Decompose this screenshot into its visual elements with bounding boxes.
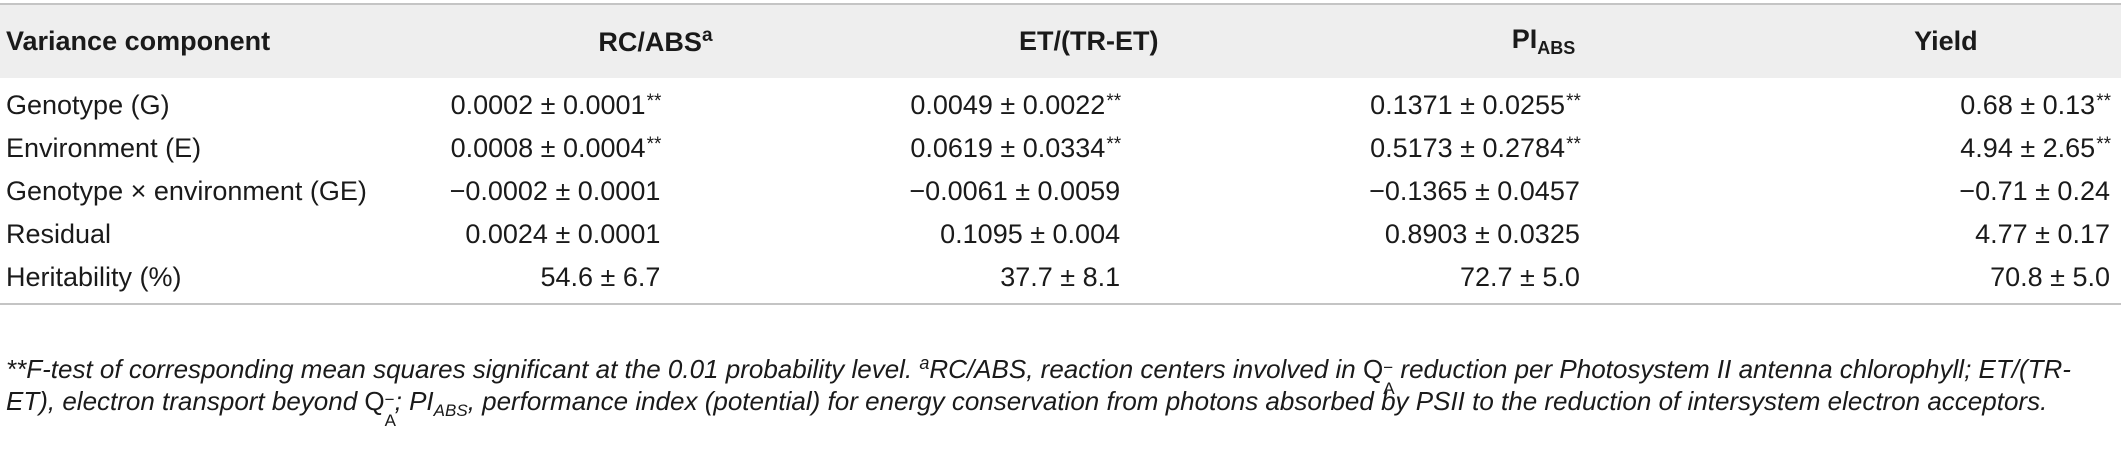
- cell-value: 0.0002 ± 0.0001: [450, 90, 646, 120]
- cell-value: 0.0008 ± 0.0004: [450, 133, 646, 163]
- significance-mark: **: [1106, 134, 1122, 155]
- header-label: Variance component: [6, 26, 271, 56]
- cell-et-tr-et: 37.7 ± 8.1: [861, 256, 1317, 305]
- q-letter: Q: [364, 386, 385, 416]
- header-subscript: ABS: [1537, 38, 1576, 58]
- cell-value: 54.6 ± 6.7: [540, 262, 661, 292]
- q-superscript: −: [384, 390, 395, 409]
- table-header-row: Variance component RC/ABSa ET/(TR-ET) PI…: [0, 3, 2121, 78]
- row-label: Genotype (G): [6, 90, 170, 120]
- q-superscript: −: [1383, 358, 1394, 377]
- cell-value: 4.77 ± 0.17: [1975, 219, 2110, 249]
- significance-mark: **: [1106, 91, 1122, 112]
- cell-yield: 70.8 ± 5.0: [1770, 256, 2121, 305]
- cell-rc-abs: 54.6 ± 6.7: [449, 256, 862, 305]
- cell-rc-abs: 0.0024 ± 0.0001: [450, 213, 862, 256]
- q-a-minus-symbol: Q − A: [364, 386, 396, 430]
- header-rc-abs: RC/ABSa: [449, 3, 862, 78]
- significance-mark: **: [646, 134, 662, 155]
- cell-value: 0.8903 ± 0.0325: [1384, 219, 1580, 249]
- q-a-minus-symbol: Q − A: [1362, 354, 1395, 398]
- footnote-text: **F-test of corresponding mean squares s…: [6, 354, 920, 384]
- significance-mark: **: [1566, 91, 1581, 112]
- significance-mark: **: [646, 91, 662, 112]
- header-label: Yield: [1914, 26, 1978, 56]
- cell-value: 0.0024 ± 0.0001: [465, 219, 661, 249]
- cell-value: 72.7 ± 5.0: [1459, 262, 1580, 292]
- table-row: Residual 0.0024 ± 0.0001 0.1095 ± 0.004 …: [0, 213, 2121, 256]
- header-yield: Yield: [1770, 3, 2121, 78]
- q-subscript: A: [384, 411, 396, 430]
- header-superscript: a: [701, 25, 713, 46]
- cell-et-tr-et: 0.0049 ± 0.0022**: [861, 78, 1316, 127]
- row-label: Heritability (%): [0, 256, 450, 305]
- cell-value: 0.1371 ± 0.0255: [1370, 90, 1566, 120]
- footnote-text: RC/ABS, reaction centers involved in: [929, 354, 1363, 384]
- cell-yield: 4.94 ± 2.65**: [1771, 127, 2121, 170]
- cell-et-tr-et: −0.0061 ± 0.0059: [861, 170, 1316, 213]
- cell-rc-abs: 0.0008 ± 0.0004**: [450, 127, 862, 170]
- table-row: Genotype (G) 0.0002 ± 0.0001** 0.0049 ± …: [0, 78, 2121, 127]
- significance-mark: **: [1566, 134, 1581, 155]
- cell-et-tr-et: 0.1095 ± 0.004: [861, 213, 1316, 256]
- cell-pi-abs: −0.1365 ± 0.0457: [1316, 170, 1771, 213]
- footnote-text: reduction per Photosystem II antenna chl…: [6, 354, 2071, 416]
- header-variance-component: Variance component: [0, 3, 450, 78]
- variance-table: Variance component RC/ABSa ET/(TR-ET) PI…: [0, 3, 2121, 305]
- table-row: Environment (E) 0.0008 ± 0.0004** 0.0619…: [0, 127, 2121, 170]
- table-row: Heritability (%) 54.6 ± 6.7 37.7 ± 8.1 7…: [0, 256, 2121, 305]
- q-subscript: A: [1383, 379, 1395, 398]
- cell-value: 0.0619 ± 0.0334: [910, 133, 1106, 163]
- q-letter: Q: [1362, 354, 1384, 384]
- cell-rc-abs: 0.0002 ± 0.0001**: [450, 78, 862, 127]
- cell-value: 37.7 ± 8.1: [1000, 262, 1121, 292]
- cell-pi-abs: 0.5173 ± 0.2784**: [1316, 127, 1771, 170]
- header-et-tr-et: ET/(TR-ET): [861, 3, 1317, 78]
- row-label: Residual: [6, 219, 112, 249]
- cell-rc-abs: −0.0002 ± 0.0001: [450, 170, 862, 213]
- footnote-subscript: ABS: [433, 401, 468, 420]
- footnote-superscript: a: [919, 353, 930, 373]
- cell-pi-abs: 0.1371 ± 0.0255**: [1316, 78, 1771, 127]
- header-label: ET/(TR-ET): [1019, 26, 1159, 56]
- cell-value: −0.1365 ± 0.0457: [1369, 176, 1580, 206]
- cell-pi-abs: 0.8903 ± 0.0325: [1316, 213, 1771, 256]
- footnote-text: ; PI: [394, 386, 434, 416]
- cell-et-tr-et: 0.0619 ± 0.0334**: [861, 127, 1316, 170]
- table-row: Genotype × environment (GE) −0.0002 ± 0.…: [0, 170, 2121, 213]
- cell-value: −0.0002 ± 0.0001: [449, 176, 661, 206]
- cell-value: 0.5173 ± 0.2784: [1370, 133, 1566, 163]
- table-footnote: **F-test of corresponding mean squares s…: [6, 347, 2111, 430]
- significance-mark: **: [2096, 134, 2111, 155]
- cell-yield: 4.77 ± 0.17: [1771, 213, 2121, 256]
- footnote-text: , performance index (potential) for ener…: [467, 386, 2048, 416]
- significance-mark: **: [2096, 91, 2111, 112]
- cell-value: 4.94 ± 2.65: [1960, 133, 2096, 163]
- cell-value: −0.71 ± 0.24: [1959, 176, 2110, 206]
- cell-pi-abs: 72.7 ± 5.0: [1316, 256, 1771, 305]
- cell-value: 0.68 ± 0.13: [1960, 90, 2096, 120]
- cell-value: −0.0061 ± 0.0059: [909, 176, 1121, 206]
- cell-yield: 0.68 ± 0.13**: [1771, 78, 2121, 127]
- header-label: PI: [1511, 24, 1538, 54]
- row-label: Genotype × environment (GE): [6, 176, 367, 206]
- header-label: RC/ABS: [598, 27, 702, 57]
- cell-value: 0.1095 ± 0.004: [940, 219, 1121, 249]
- cell-value: 0.0049 ± 0.0022: [910, 90, 1106, 120]
- cell-yield: −0.71 ± 0.24: [1771, 170, 2121, 213]
- cell-value: 70.8 ± 5.0: [1990, 262, 2110, 292]
- row-label: Environment (E): [6, 133, 202, 163]
- header-pi-abs: PIABS: [1316, 3, 1771, 78]
